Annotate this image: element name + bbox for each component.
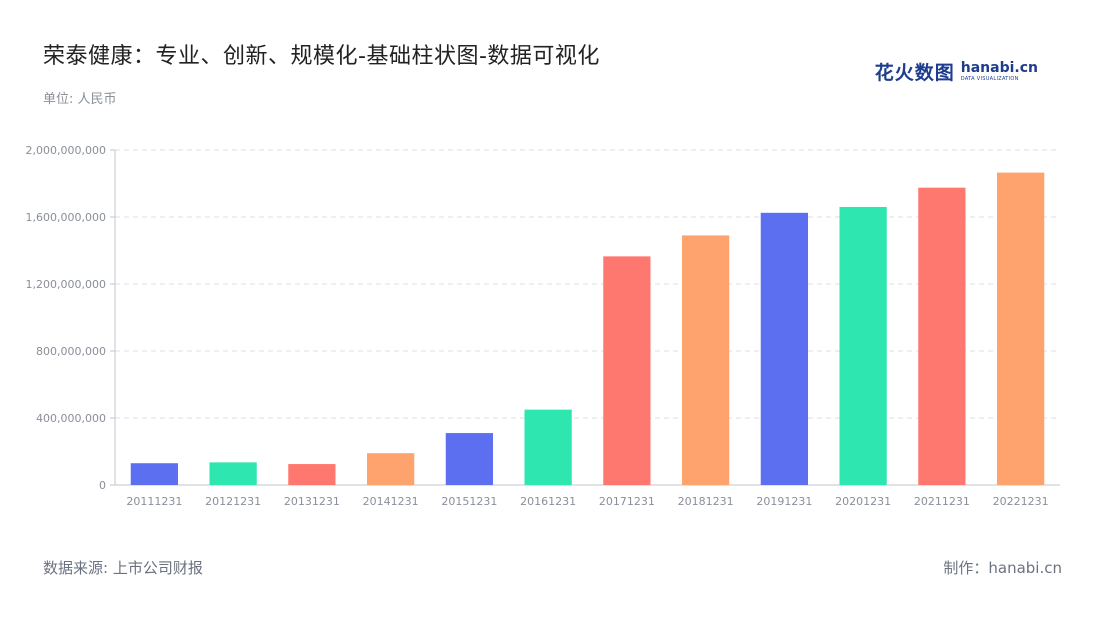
bar-20161231[interactable] [524, 409, 572, 485]
logo-en-group: hanabi.cn DATA VISUALIZATION [961, 61, 1038, 82]
chart-title: 荣泰健康：专业、创新、规模化-基础柱状图-数据可视化 [43, 44, 600, 69]
x-tick-label: 20191231 [756, 495, 812, 508]
y-tick-label: 1,600,000,000 [26, 211, 106, 224]
axis-layer [110, 149, 1060, 486]
bar-20181231[interactable] [682, 235, 730, 485]
y-tick-label: 800,000,000 [36, 345, 106, 358]
y-tick-label: 0 [99, 479, 106, 492]
bar-20141231[interactable] [367, 453, 415, 485]
bar-20191231[interactable] [760, 212, 808, 485]
x-tick-label: 20111231 [126, 495, 182, 508]
logo-cn-text: 花火数图 [874, 62, 955, 84]
x-tick-label: 20151231 [441, 495, 497, 508]
x-tick-label: 20181231 [678, 495, 734, 508]
x-tick-label: 20201231 [835, 495, 891, 508]
data-source: 数据来源: 上市公司财报 [43, 559, 203, 577]
bar-20211231[interactable] [918, 187, 966, 485]
bar-20131231[interactable] [288, 464, 336, 485]
x-tick-label: 20131231 [284, 495, 340, 508]
bar-layer [130, 172, 1045, 486]
bar-20201231[interactable] [839, 206, 887, 485]
x-tick-label: 20211231 [914, 495, 970, 508]
y-tick-label: 400,000,000 [36, 412, 106, 425]
x-tick-label: 20161231 [520, 495, 576, 508]
y-tick-label: 1,200,000,000 [26, 278, 106, 291]
unit-label: 单位: 人民币 [43, 92, 117, 107]
bar-20151231[interactable] [445, 433, 493, 485]
x-tick-label: 20141231 [363, 495, 419, 508]
bar-20221231[interactable] [997, 172, 1045, 486]
y-tick-labels: 0 400,000,000 800,000,000 1,200,000,000 1,60… [26, 144, 106, 492]
logo: 花火数图 hanabi.cn DATA VISUALIZATION [875, 58, 1038, 85]
credit: 制作：hanabi.cn [943, 559, 1062, 577]
x-tick-label: 20121231 [205, 495, 261, 508]
x-tick-label: 20171231 [599, 495, 655, 508]
bar-20111231[interactable] [130, 463, 178, 485]
bar-20121231[interactable] [209, 462, 257, 485]
y-tick-label: 2,000,000,000 [26, 144, 106, 157]
logo-sub-text: DATA VISUALIZATION [960, 76, 1019, 82]
logo-en-text: hanabi.cn [960, 60, 1038, 76]
x-tick-labels: 20111231 20121231 20131231 20141231 20151231… [126, 495, 1048, 508]
bar-20171231[interactable] [603, 256, 651, 485]
x-tick-label: 20221231 [993, 495, 1049, 508]
grid-layer [115, 149, 1060, 419]
